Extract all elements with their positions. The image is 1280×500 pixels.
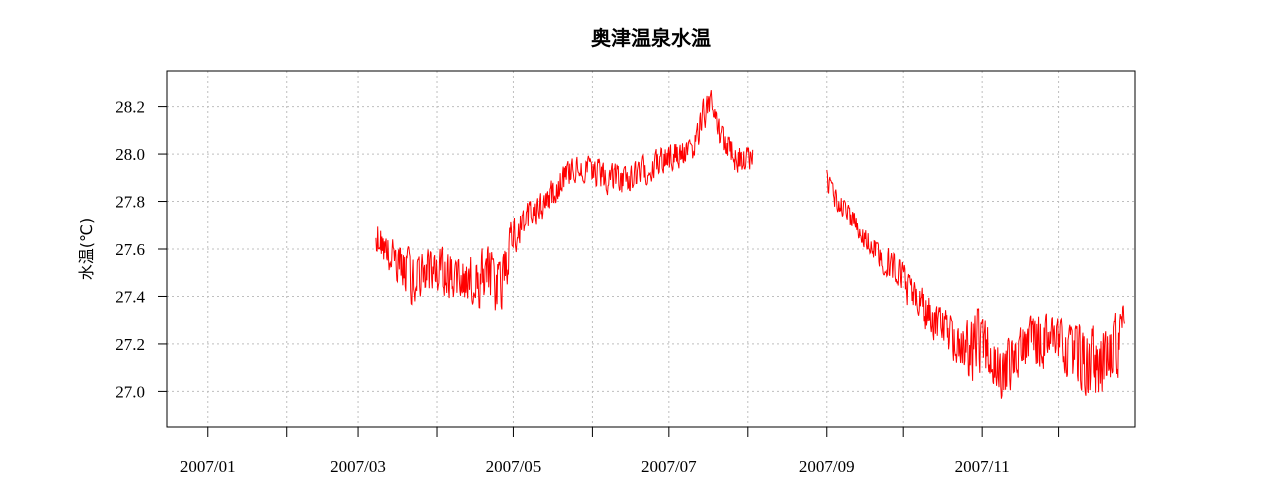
y-tick-label: 27.2 bbox=[115, 335, 145, 354]
x-tick-label: 2007/11 bbox=[955, 457, 1010, 476]
chart-title: 奥津温泉水温 bbox=[591, 26, 711, 50]
x-axis: 2007/01 2007/03 2007/05 2007/07 2007/09 2007/… bbox=[180, 427, 1060, 476]
temperature-series-line bbox=[375, 90, 754, 311]
y-tick-label: 27.6 bbox=[115, 240, 145, 259]
y-tick-label: 28.2 bbox=[115, 98, 145, 117]
x-tick-label: 2007/03 bbox=[330, 457, 386, 476]
x-tick-label: 2007/07 bbox=[641, 457, 697, 476]
y-tick-label: 27.4 bbox=[115, 287, 145, 306]
x-tick-label: 2007/01 bbox=[180, 457, 236, 476]
y-tick-label: 28.0 bbox=[115, 145, 145, 164]
temperature-series-line bbox=[826, 169, 1125, 399]
x-tick-label: 2007/05 bbox=[486, 457, 542, 476]
y-tick-label: 27.8 bbox=[115, 193, 145, 212]
x-tick-label: 2007/09 bbox=[799, 457, 855, 476]
y-tick-label: 27.0 bbox=[115, 382, 145, 401]
y-axis-title: 水温(℃) bbox=[77, 218, 96, 280]
data-layer bbox=[375, 90, 1125, 399]
y-axis: 27.0 27.2 27.4 27.6 27.8 28.0 28.2 bbox=[115, 98, 167, 401]
